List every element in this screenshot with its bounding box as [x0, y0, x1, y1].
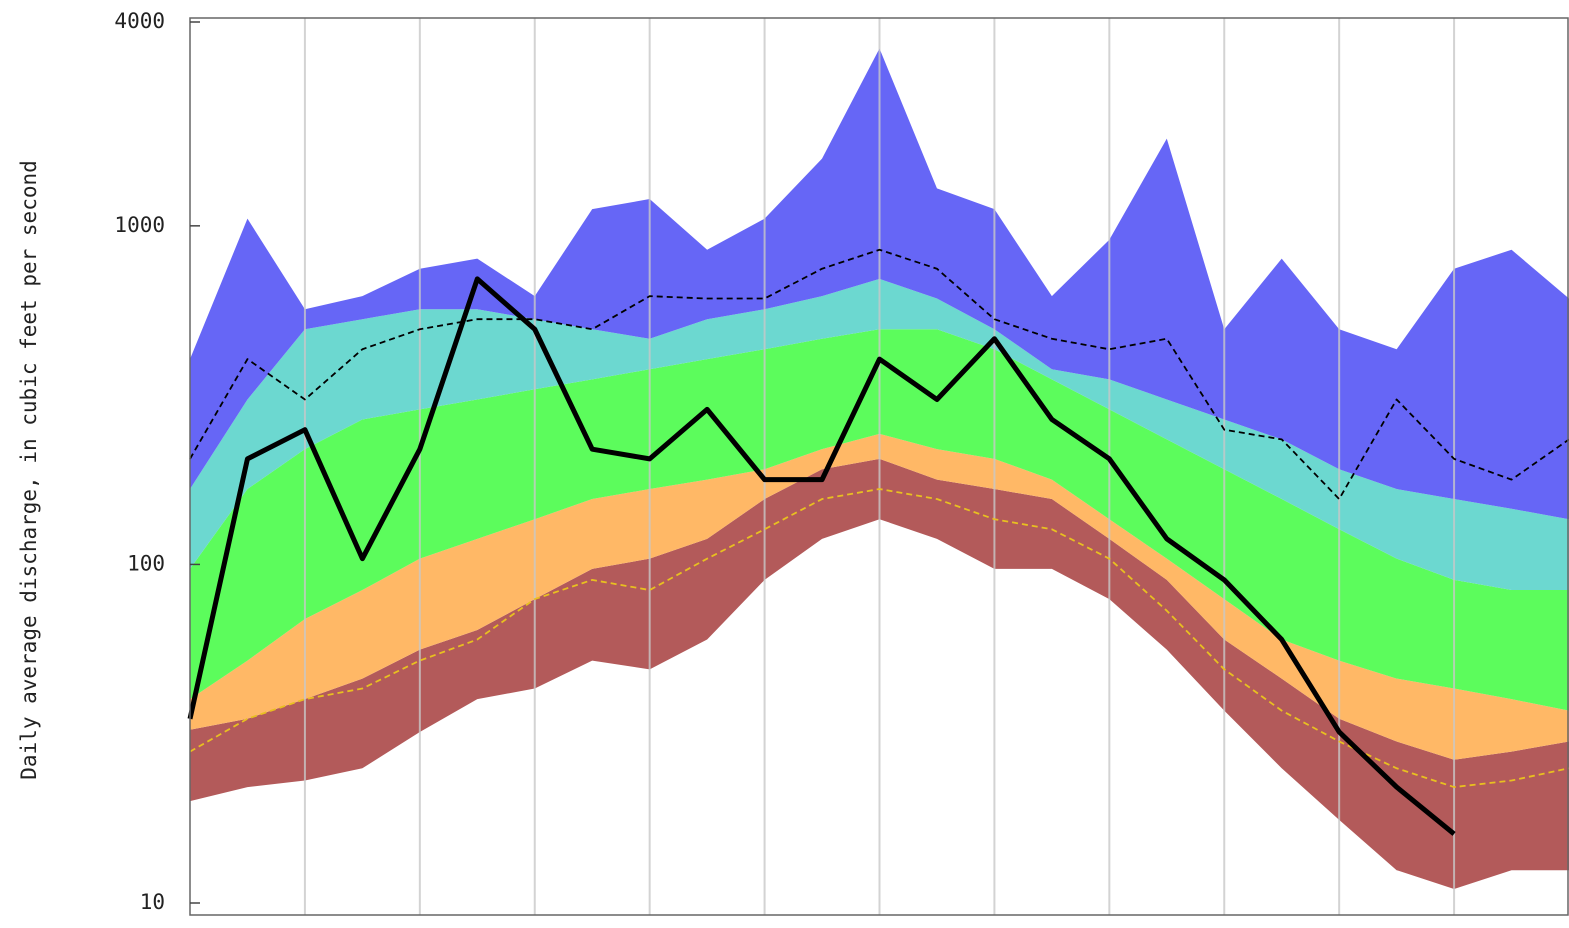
reference-line	[189, 248, 1569, 500]
percentile-band	[190, 458, 1569, 889]
y-tick-label: 10	[140, 890, 165, 914]
reference-line	[189, 488, 1569, 788]
current-line	[187, 276, 1456, 836]
y-tick-label: 100	[127, 551, 165, 575]
y-axis-label: Daily average discharge, in cubic feet p…	[17, 160, 41, 780]
percentile-band	[190, 433, 1569, 760]
y-tick-label: 1000	[114, 213, 165, 237]
plot-frame	[189, 17, 1569, 916]
y-tick-label: 4000	[114, 9, 165, 33]
